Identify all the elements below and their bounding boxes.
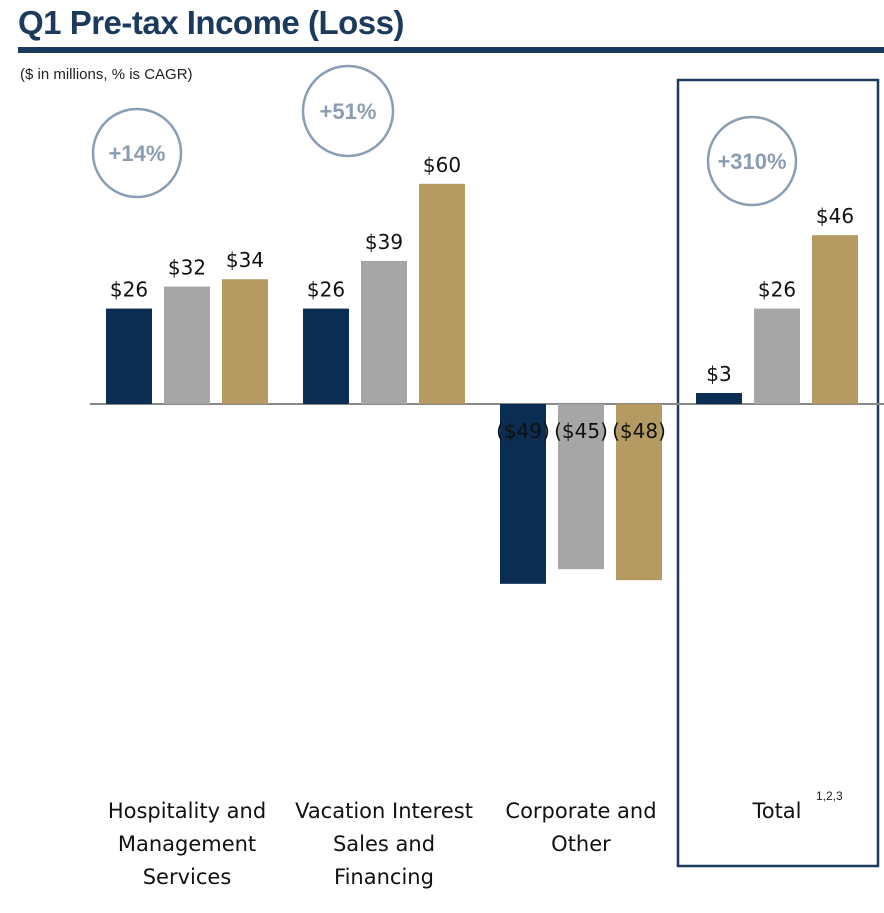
bar-corporate-1 [500, 404, 546, 584]
value-label-vacation-interest-3: $60 [423, 153, 461, 177]
category-label-vacation-interest: Sales and [333, 832, 435, 856]
chart-title: Q1 Pre-tax Income (Loss) [18, 4, 404, 41]
value-label-total-3: $46 [816, 204, 854, 228]
bar-hospitality-1 [106, 308, 152, 404]
value-label-total-1: $3 [706, 362, 731, 386]
value-label-vacation-interest-2: $39 [365, 230, 403, 254]
category-label-hospitality: Management [118, 832, 256, 856]
category-label-corporate: Other [551, 832, 611, 856]
bar-corporate-2 [558, 404, 604, 570]
category-label-hospitality: Services [143, 865, 232, 889]
category-label-total: Total [751, 799, 801, 823]
value-label-corporate-1: ($49) [496, 419, 550, 443]
category-label-corporate: Corporate and [505, 799, 656, 823]
bar-hospitality-2 [164, 286, 210, 404]
bar-total-2 [754, 308, 800, 404]
bar-total-1 [696, 392, 742, 404]
bar-corporate-3 [616, 404, 662, 581]
value-label-hospitality-2: $32 [168, 256, 206, 280]
value-label-vacation-interest-1: $26 [307, 278, 345, 302]
bar-vacation-interest-2 [361, 260, 407, 404]
cagr-label-vacation-interest: +51% [320, 99, 377, 124]
cagr-circle-hospitality [91, 107, 183, 199]
chart-subtitle: ($ in millions, % is CAGR) [20, 66, 193, 83]
cagr-circle-total [706, 115, 798, 207]
value-label-hospitality-3: $34 [226, 248, 264, 272]
category-label-hospitality: Hospitality and [108, 799, 266, 823]
cagr-label-total: +310% [717, 149, 786, 174]
value-label-hospitality-1: $26 [110, 278, 148, 302]
cagr-label-hospitality: +14% [109, 141, 166, 166]
cagr-circle-vacation-interest [301, 64, 395, 158]
value-label-total-2: $26 [758, 278, 796, 302]
bar-vacation-interest-3 [419, 183, 465, 404]
bar-vacation-interest-1 [303, 308, 349, 404]
bar-hospitality-3 [222, 279, 268, 404]
value-label-corporate-2: ($45) [554, 419, 608, 443]
title-underline [18, 47, 884, 53]
total-highlight-box [676, 78, 880, 868]
value-label-corporate-3: ($48) [612, 419, 666, 443]
total-footnote: 1,2,3 [816, 789, 843, 803]
bar-total-3 [812, 235, 858, 404]
category-label-vacation-interest: Financing [334, 865, 434, 889]
category-label-vacation-interest: Vacation Interest [295, 799, 473, 823]
